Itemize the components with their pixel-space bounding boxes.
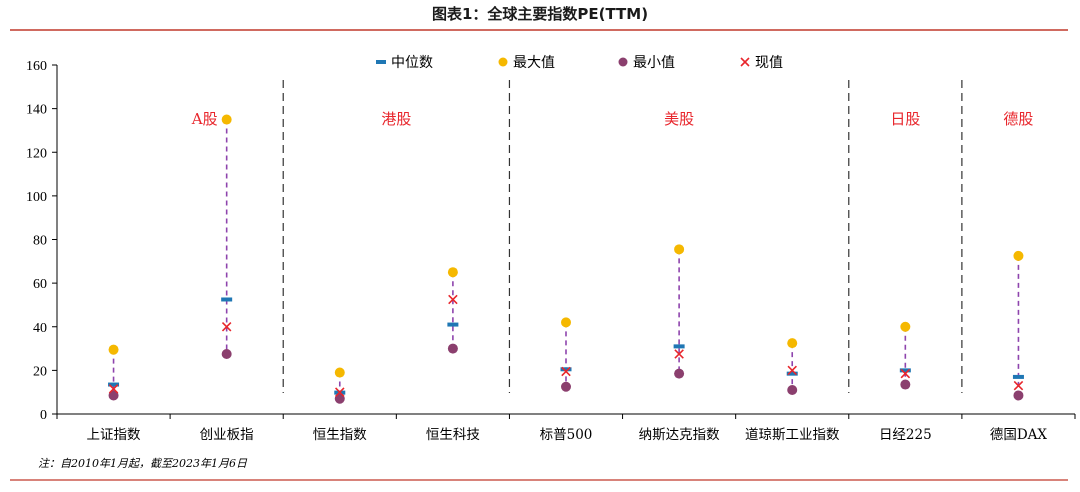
median-marker bbox=[447, 322, 459, 327]
y-tick-label: 20 bbox=[33, 364, 47, 379]
legend-swatch-median bbox=[376, 60, 386, 64]
max-marker bbox=[561, 317, 571, 328]
data-marks bbox=[108, 114, 1024, 404]
y-tick-label: 100 bbox=[26, 190, 47, 205]
y-tick-label: 160 bbox=[26, 59, 47, 74]
group-separators bbox=[282, 80, 963, 393]
current-marker-stroke bbox=[787, 365, 797, 376]
x-category-label: 日经225 bbox=[879, 427, 932, 443]
max-marker bbox=[674, 244, 685, 255]
max-marker bbox=[221, 114, 232, 125]
current-marker-stroke bbox=[335, 387, 345, 397]
min-marker bbox=[221, 349, 232, 360]
current-marker-stroke bbox=[108, 384, 119, 394]
min-marker bbox=[447, 343, 458, 354]
current-marker bbox=[900, 368, 911, 379]
y-tick-label: 0 bbox=[40, 408, 47, 423]
legend-swatch-circle bbox=[618, 57, 628, 67]
legend: 中位数 最大值 最小值 现值 bbox=[376, 55, 783, 71]
median-marker bbox=[221, 297, 233, 302]
current-marker-stroke bbox=[221, 321, 232, 332]
current-marker bbox=[787, 365, 797, 376]
current-marker-stroke bbox=[900, 368, 911, 379]
max-marker bbox=[787, 338, 798, 349]
x-category-label: 标普500 bbox=[540, 427, 593, 443]
y-tick-label: 40 bbox=[33, 321, 47, 336]
current-marker-stroke bbox=[1013, 380, 1024, 391]
x-category-label: 创业板指 bbox=[200, 427, 254, 443]
median-marker bbox=[673, 344, 685, 349]
current-marker-stroke bbox=[561, 366, 571, 377]
current-marker-stroke bbox=[674, 349, 684, 359]
x-category-label: 纳斯达克指数 bbox=[639, 427, 720, 443]
group-label: 美股 bbox=[664, 110, 694, 128]
legend-swatch-circle bbox=[498, 57, 508, 67]
current-marker bbox=[108, 384, 119, 394]
median-marker bbox=[899, 368, 911, 373]
y-tick-label: 120 bbox=[26, 146, 47, 161]
max-marker bbox=[900, 321, 911, 332]
market-group-labels: A股 港股 美股 日股 德股 bbox=[191, 110, 1034, 128]
current-marker-stroke bbox=[448, 294, 458, 305]
legend-label: 最小值 bbox=[633, 55, 675, 71]
min-marker bbox=[900, 379, 911, 390]
max-marker bbox=[447, 267, 458, 278]
current-marker bbox=[335, 387, 345, 397]
x-axis: 上证指数 创业板指 恒生指数 恒生科技 标普500 纳斯达克指数 道琼斯工业指数 日经225 德… bbox=[56, 413, 1076, 443]
y-tick-label: 80 bbox=[33, 234, 47, 249]
current-marker bbox=[1013, 380, 1024, 391]
x-category-label: 道琼斯工业指数 bbox=[745, 427, 840, 443]
x-category-label: 恒生科技 bbox=[426, 427, 480, 443]
median-marker bbox=[560, 367, 572, 372]
x-category-label: 上证指数 bbox=[87, 427, 141, 443]
chart-title: 图表1：全球主要指数PE(TTM) bbox=[432, 5, 648, 23]
max-marker bbox=[108, 344, 119, 355]
legend-label: 最大值 bbox=[513, 55, 555, 71]
min-marker bbox=[787, 385, 798, 396]
y-tick-label: 140 bbox=[26, 103, 47, 118]
group-label: 德股 bbox=[1003, 110, 1033, 128]
group-label: A股 bbox=[191, 110, 218, 128]
current-marker bbox=[221, 321, 232, 332]
min-marker bbox=[561, 381, 571, 392]
legend-label: 中位数 bbox=[391, 55, 433, 71]
y-axis: 0 20 40 60 80 100 120 140 160 bbox=[26, 59, 58, 423]
current-marker bbox=[561, 366, 571, 377]
median-marker bbox=[786, 371, 798, 376]
max-marker bbox=[1013, 250, 1024, 261]
group-label: 港股 bbox=[381, 110, 411, 128]
legend-label: 现值 bbox=[755, 55, 783, 71]
min-marker bbox=[334, 393, 345, 404]
x-category-label: 德国DAX bbox=[990, 427, 1048, 443]
max-marker bbox=[334, 367, 345, 378]
min-marker bbox=[108, 390, 119, 401]
y-tick-label: 60 bbox=[33, 277, 47, 292]
current-marker bbox=[448, 294, 458, 305]
legend-swatch-x bbox=[740, 57, 750, 67]
min-marker bbox=[1013, 390, 1024, 401]
group-label: 日股 bbox=[890, 110, 920, 128]
median-marker bbox=[1012, 374, 1024, 379]
median-marker bbox=[108, 382, 120, 387]
current-marker bbox=[674, 349, 684, 359]
min-marker bbox=[674, 368, 685, 379]
footnote: 注：自2010年1月起，截至2023年1月6日 bbox=[38, 457, 248, 470]
x-category-label: 恒生指数 bbox=[313, 427, 367, 443]
